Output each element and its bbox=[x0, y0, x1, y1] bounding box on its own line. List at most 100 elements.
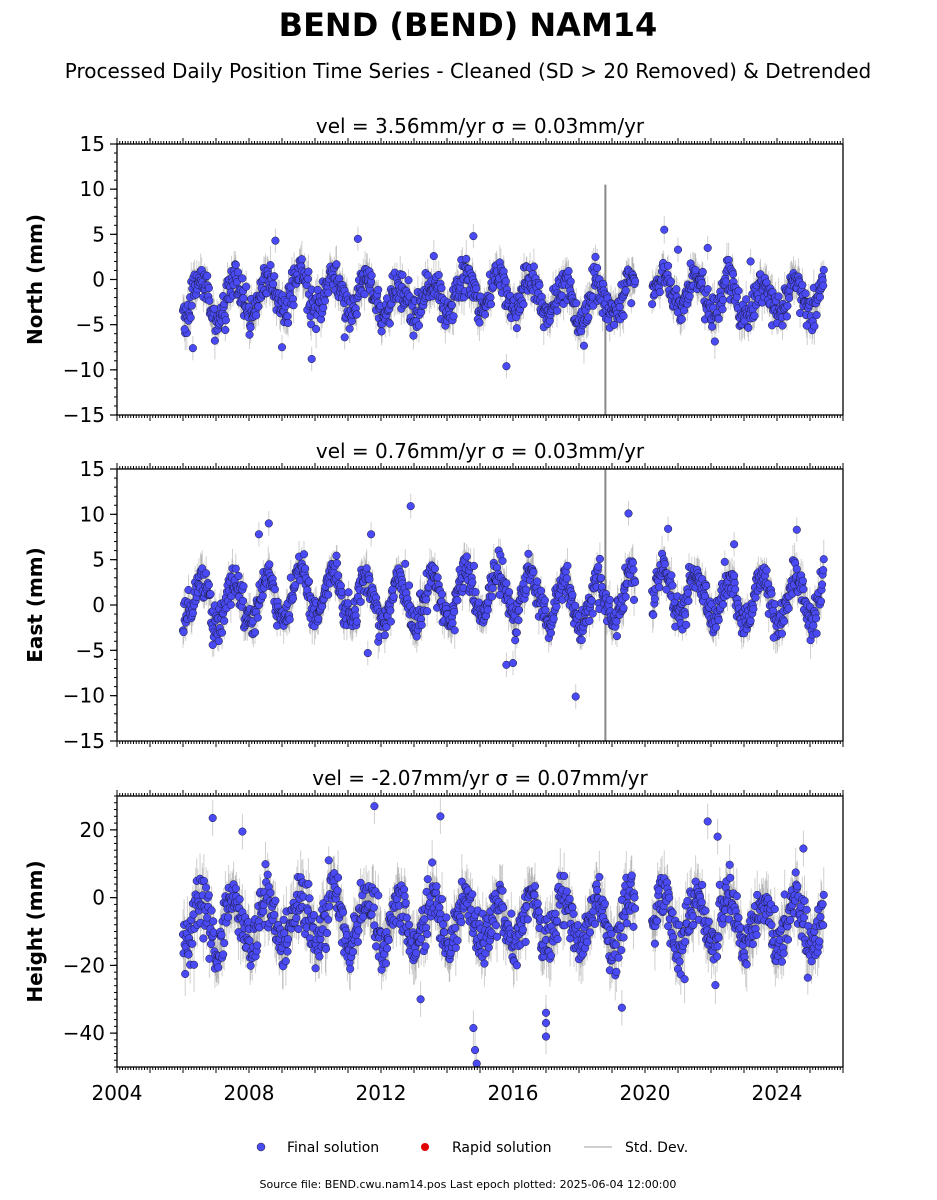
data-point bbox=[596, 573, 606, 582]
data-point bbox=[312, 324, 321, 334]
data-point bbox=[621, 286, 630, 295]
data-point bbox=[270, 585, 279, 594]
data-point bbox=[662, 585, 671, 594]
data-point bbox=[472, 284, 481, 293]
data-point bbox=[239, 294, 248, 303]
data-point bbox=[502, 579, 511, 588]
data-point bbox=[552, 306, 562, 315]
data-point bbox=[251, 628, 260, 637]
data-point bbox=[593, 263, 602, 273]
data-point bbox=[204, 580, 213, 589]
data-point bbox=[698, 267, 707, 276]
data-point bbox=[320, 296, 329, 305]
data-point bbox=[210, 336, 219, 345]
y-axis-ticks-1: −15 −10 −5 0 5 10 15 bbox=[63, 132, 117, 427]
data-point bbox=[179, 628, 188, 637]
data-point bbox=[486, 293, 495, 302]
data-point bbox=[324, 288, 333, 297]
data-point bbox=[288, 594, 298, 603]
data-point bbox=[214, 637, 223, 646]
y-axis-label-2: East (mm) bbox=[23, 547, 47, 663]
data-point bbox=[289, 301, 298, 310]
data-point bbox=[186, 313, 195, 322]
data-point bbox=[631, 578, 640, 587]
data-point bbox=[414, 321, 424, 330]
data-point bbox=[778, 321, 787, 330]
figure-title: BEND (BEND) NAM14 bbox=[279, 6, 658, 44]
data-point bbox=[332, 559, 342, 568]
data-point bbox=[345, 324, 354, 333]
data-point bbox=[537, 586, 546, 595]
outlier-point bbox=[180, 325, 189, 334]
data-point bbox=[231, 260, 240, 269]
data-point bbox=[405, 581, 414, 590]
data-point bbox=[785, 294, 794, 303]
data-point bbox=[682, 620, 691, 629]
y-tick-label: 0 bbox=[92, 268, 105, 292]
data-point bbox=[562, 574, 571, 583]
data-point bbox=[231, 564, 240, 573]
data-point bbox=[631, 277, 640, 286]
data-point bbox=[585, 616, 594, 625]
data-point bbox=[352, 617, 361, 626]
outlier-point bbox=[469, 232, 478, 241]
data-point bbox=[615, 302, 624, 311]
data-point bbox=[218, 628, 227, 637]
data-point bbox=[252, 311, 261, 320]
data-point bbox=[386, 617, 395, 626]
data-point bbox=[438, 590, 447, 599]
data-point bbox=[660, 225, 669, 234]
data-point bbox=[265, 560, 274, 569]
data-point bbox=[238, 274, 247, 283]
y-tick-label: −10 bbox=[63, 358, 105, 382]
data-point bbox=[430, 564, 439, 573]
data-point bbox=[429, 251, 438, 261]
data-point bbox=[742, 295, 751, 304]
data-point bbox=[684, 596, 693, 605]
data-point bbox=[819, 281, 828, 290]
data-point bbox=[782, 312, 791, 321]
outlier-point bbox=[277, 343, 287, 352]
outlier-point bbox=[307, 354, 316, 364]
data-point bbox=[220, 616, 229, 625]
data-point bbox=[447, 301, 457, 310]
data-point bbox=[238, 596, 247, 605]
data-point bbox=[382, 623, 391, 632]
data-point bbox=[254, 302, 263, 311]
data-point bbox=[728, 270, 738, 279]
data-point bbox=[412, 632, 421, 641]
data-point bbox=[266, 261, 275, 270]
data-point bbox=[648, 300, 657, 309]
data-point bbox=[612, 617, 621, 626]
data-point bbox=[301, 564, 310, 573]
data-point bbox=[529, 262, 538, 271]
data-point bbox=[629, 595, 639, 604]
outlier-point bbox=[271, 236, 280, 245]
data-point bbox=[239, 582, 248, 591]
data-point bbox=[374, 285, 383, 294]
data-point bbox=[433, 573, 442, 582]
data-point bbox=[708, 322, 717, 331]
data-point bbox=[714, 616, 723, 625]
figure-subtitle: Processed Daily Position Time Series - C… bbox=[65, 59, 871, 83]
data-point bbox=[344, 588, 353, 597]
data-point bbox=[285, 615, 294, 624]
data-point bbox=[564, 267, 573, 276]
data-point bbox=[810, 322, 819, 331]
outlier-point bbox=[673, 245, 683, 254]
data-point bbox=[783, 301, 792, 310]
data-point bbox=[612, 632, 622, 641]
data-point bbox=[703, 285, 712, 294]
data-point bbox=[314, 614, 323, 623]
data-point bbox=[233, 268, 243, 277]
data-point bbox=[812, 310, 821, 320]
data-point bbox=[334, 571, 343, 580]
data-point bbox=[815, 293, 824, 302]
data-point bbox=[226, 600, 235, 609]
data-point bbox=[332, 551, 341, 560]
data-point bbox=[540, 596, 549, 605]
data-point bbox=[750, 311, 759, 320]
y-tick-label: −5 bbox=[76, 313, 105, 337]
